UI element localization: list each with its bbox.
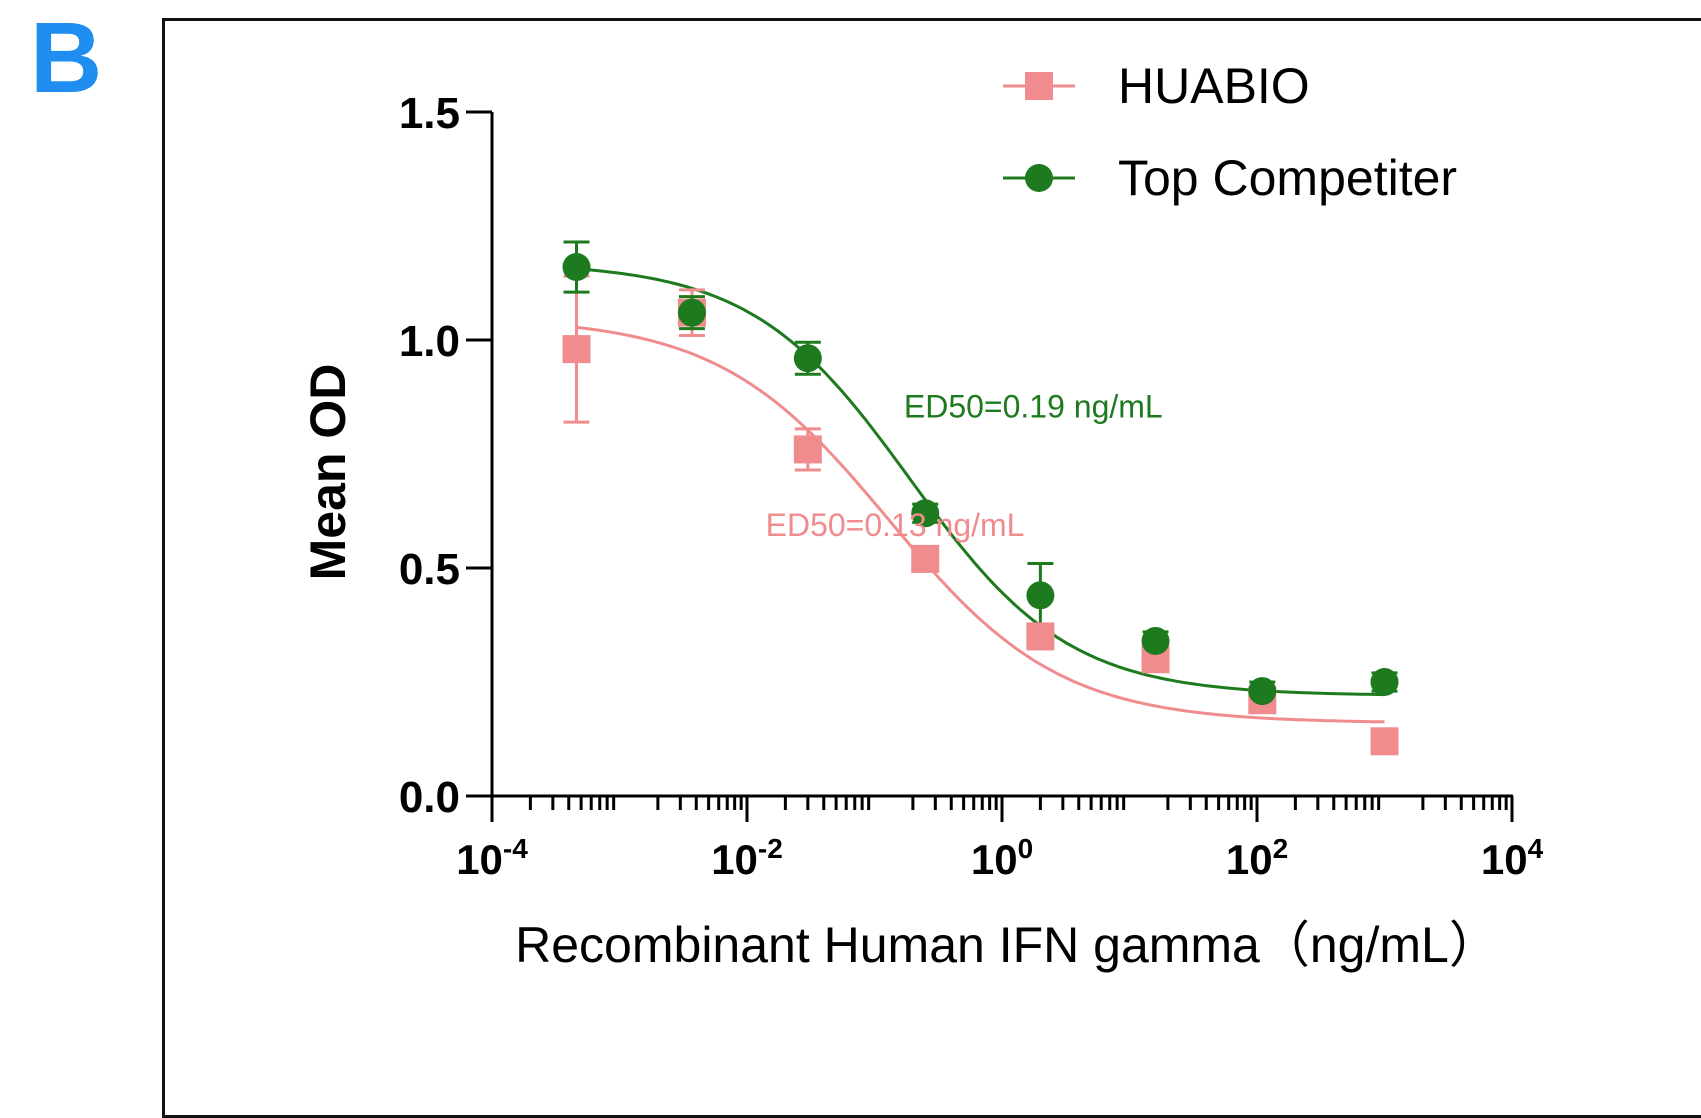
fit-curve-huabio: [576, 325, 1385, 724]
x-tick-label: 102: [1226, 833, 1288, 883]
x-tick-label: 10-2: [711, 833, 783, 883]
legend-marker: [1025, 72, 1053, 100]
data-point-competitor: [677, 298, 706, 327]
y-tick-label: 1.0: [399, 317, 460, 366]
x-tick-label: 10-4: [456, 833, 528, 883]
ed50-annotation-competitor: ED50=0.19 ng/mL: [904, 389, 1163, 425]
x-tick-label: 104: [1481, 833, 1544, 883]
annotations: ED50=0.13 ng/mL ED50=0.19 ng/mL: [766, 389, 1163, 544]
y-tick-label: 0.5: [399, 545, 460, 594]
panel-label: B: [30, 2, 103, 114]
data-point-huabio: [1370, 727, 1399, 756]
data-points: [562, 253, 1399, 756]
fit-curve-competitor: [576, 267, 1385, 697]
data-point-competitor: [562, 253, 591, 282]
data-point-competitor: [1026, 581, 1055, 610]
ed50-annotation-huabio: ED50=0.13 ng/mL: [766, 507, 1025, 543]
data-point-competitor: [1141, 626, 1170, 655]
legend-label: Top Competiter: [1118, 150, 1457, 206]
data-point-competitor: [793, 344, 822, 373]
y-tick-label: 1.5: [399, 89, 460, 138]
data-point-competitor: [911, 499, 940, 528]
axes: 0.0 0.5 1.0 1.5 10-4 10-2 100 102 104 Recombinant…: [300, 89, 1544, 973]
data-point-huabio: [911, 544, 940, 573]
legend-marker: [1025, 164, 1053, 192]
data-point-competitor: [1248, 677, 1277, 706]
data-point-huabio: [1026, 622, 1055, 651]
data-point-huabio: [562, 335, 591, 364]
x-axis-title: Recombinant Human IFN gamma（ng/mL）: [515, 917, 1499, 973]
y-tick-label: 0.0: [399, 773, 460, 822]
dose-response-chart: 0.0 0.5 1.0 1.5 10-4 10-2 100 102 104 Recombinant…: [300, 58, 1544, 973]
legend: HUABIO Top Competiter: [1003, 58, 1457, 206]
data-point-huabio: [793, 435, 822, 464]
legend-label: HUABIO: [1118, 58, 1310, 114]
x-tick-label: 100: [971, 833, 1033, 883]
y-axis-title: Mean OD: [300, 364, 356, 581]
data-point-competitor: [1370, 668, 1399, 696]
